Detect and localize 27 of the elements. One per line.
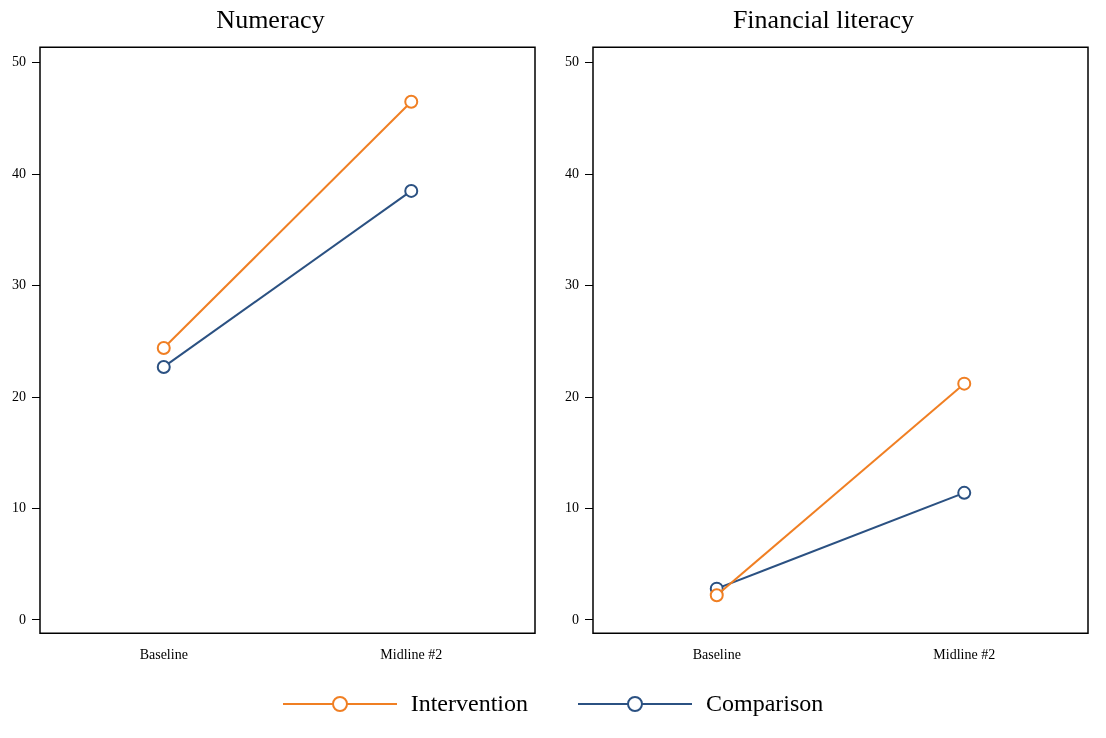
y-tick-label: 10 <box>565 500 579 516</box>
y-tick-label: 0 <box>19 611 26 627</box>
point <box>404 183 419 198</box>
point <box>709 588 724 603</box>
legend-label: Comparison <box>705 690 824 717</box>
point <box>404 94 419 109</box>
y-tick-label: 20 <box>12 388 26 404</box>
x-tick-label: Midline #2 <box>380 647 443 663</box>
x-tick-label: Baseline <box>139 647 188 663</box>
y-tick-label: 40 <box>565 165 579 181</box>
point <box>156 341 171 355</box>
chart-title: Financial literacy <box>732 5 915 35</box>
point <box>957 376 972 391</box>
y-tick-label: 20 <box>565 388 579 404</box>
y-tick-label: 30 <box>12 277 26 293</box>
x-tick-label: Midline #2 <box>933 647 996 663</box>
point <box>957 485 972 500</box>
y-tick-label: 50 <box>12 54 26 70</box>
x-tick-label: Baseline <box>692 647 741 663</box>
y-tick-label: 0 <box>572 611 579 627</box>
chart-title: Numeracy <box>216 5 325 35</box>
y-tick-label: 30 <box>565 277 579 293</box>
point <box>156 359 171 374</box>
y-tick-label: 40 <box>12 165 26 181</box>
y-tick-label: 10 <box>12 500 26 516</box>
legend-label: Intervention <box>410 690 528 717</box>
y-tick-label: 50 <box>565 54 579 70</box>
